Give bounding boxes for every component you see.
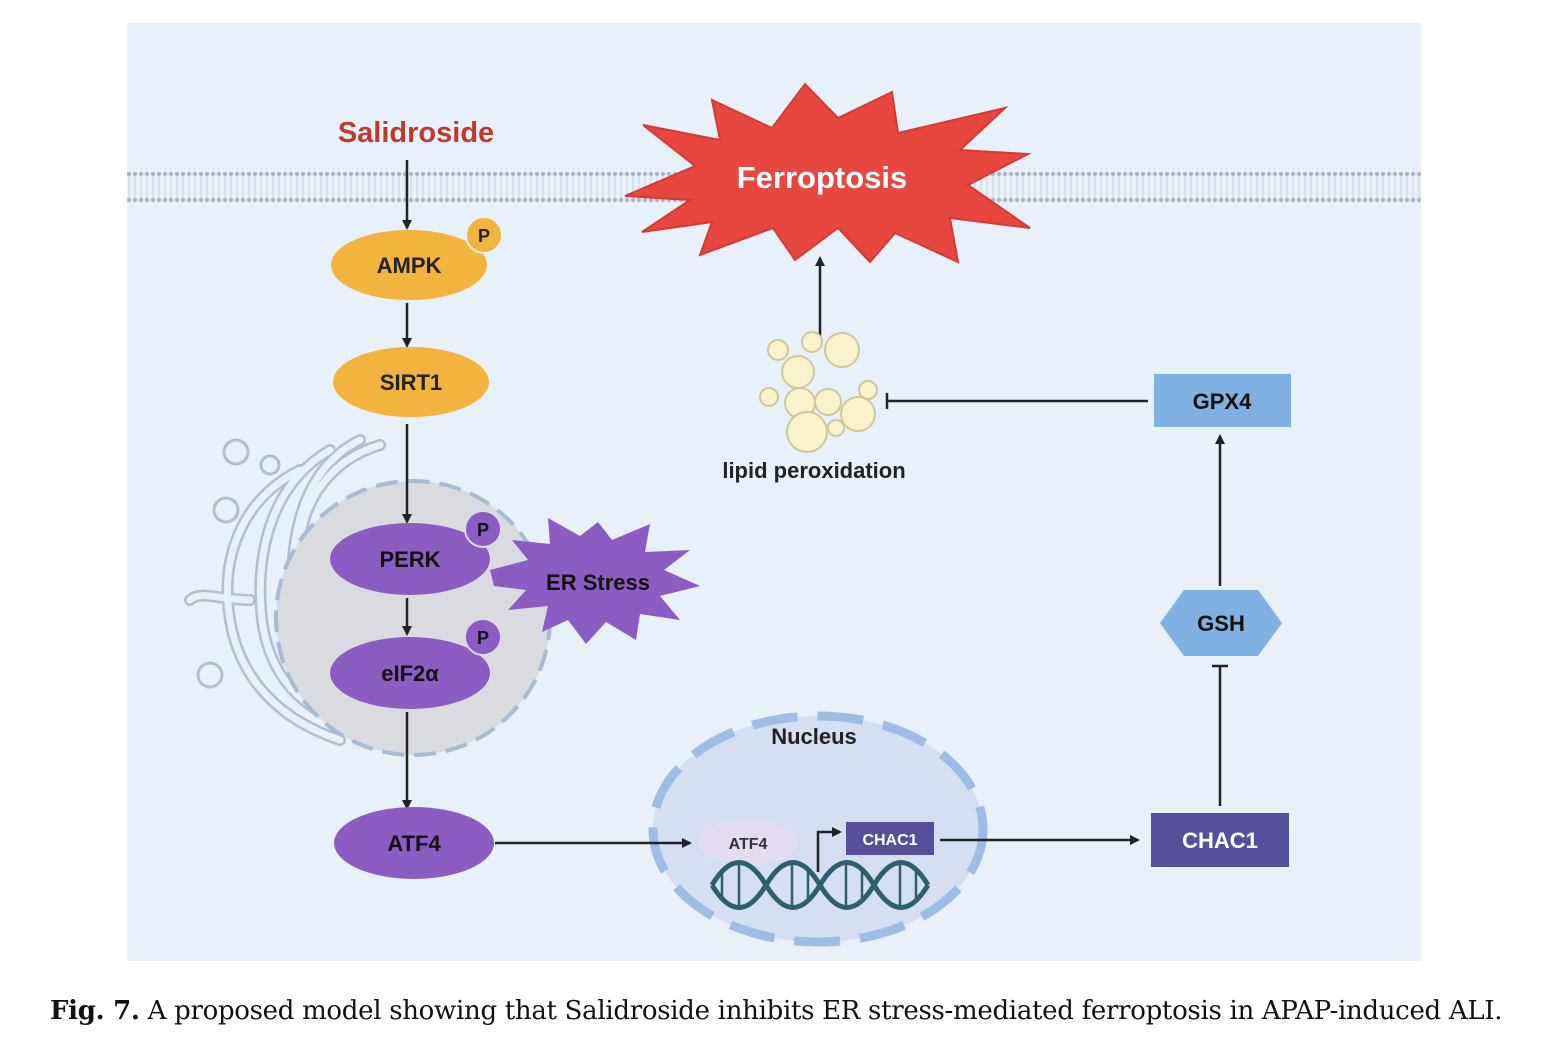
eif2a-node [330, 637, 490, 709]
pathway-diagram: Salidroside Ferroptosis AMPK P SIRT1 PER… [127, 23, 1421, 961]
eif2a-phospho-badge [464, 618, 502, 656]
atf4-node [334, 807, 494, 879]
chac1-box [1151, 813, 1289, 867]
figure-caption-label: Fig. 7. [50, 996, 140, 1026]
figure-caption: Fig. 7. A proposed model showing that Sal… [50, 996, 1510, 1026]
chac1-label: CHAC1 [1182, 828, 1258, 853]
er-stress-burst [490, 518, 700, 644]
er-stress-label: ER Stress [546, 570, 650, 595]
vesicle-icons [196, 438, 281, 689]
dna-helix-icon [709, 860, 931, 910]
lipid-peroxidation-label: lipid peroxidation [722, 458, 905, 483]
nucleus-atf4-node [698, 820, 798, 864]
ferroptosis-label: Ferroptosis [737, 160, 908, 195]
figure-caption-text: A proposed model showing that Salidrosid… [147, 996, 1503, 1026]
nucleus-chac1-box [846, 822, 934, 855]
ampk-phospho-badge [465, 216, 503, 254]
transcription-start-arrow [816, 827, 842, 872]
perk-label: PERK [379, 547, 440, 572]
nucleus-label: Nucleus [771, 724, 857, 749]
gpx4-label: GPX4 [1193, 389, 1252, 414]
nucleus-chac1-label: CHAC1 [862, 832, 917, 849]
ampk-label: AMPK [377, 253, 442, 278]
gsh-node [1160, 590, 1282, 656]
ferroptosis-burst [624, 82, 1032, 264]
perk-node [330, 523, 490, 595]
perk-phospho-badge [464, 510, 502, 548]
nucleus-atf4-label: ATF4 [729, 836, 768, 853]
eif2a-label: eIF2α [381, 661, 439, 686]
sirt1-node [333, 347, 489, 417]
atf4-label: ATF4 [387, 831, 441, 856]
perk-phospho-label: P [477, 520, 489, 540]
ampk-phospho-label: P [478, 226, 490, 246]
er-compartment [274, 479, 552, 757]
lipid-droplets-icon [759, 331, 878, 453]
sirt1-label: SIRT1 [380, 370, 442, 395]
gpx4-box [1154, 374, 1291, 427]
eif2a-phospho-label: P [477, 628, 489, 648]
gsh-label: GSH [1197, 611, 1245, 636]
ampk-node [331, 230, 487, 300]
salidroside-label: Salidroside [338, 117, 494, 149]
